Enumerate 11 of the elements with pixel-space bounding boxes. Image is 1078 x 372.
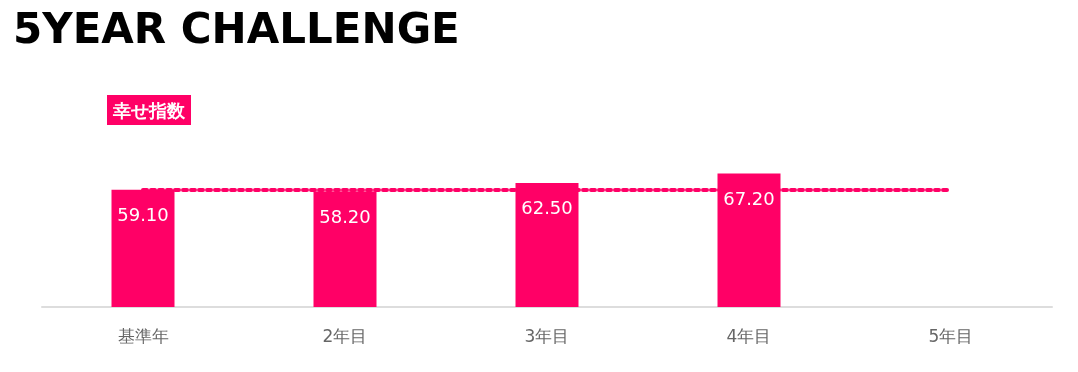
data-label: 58.20 bbox=[319, 205, 371, 227]
chart-title: 5YEAR CHALLENGE bbox=[13, 3, 460, 53]
x-tick-label: 基準年 bbox=[117, 325, 169, 346]
x-tick-label: 3年目 bbox=[524, 325, 570, 346]
x-tick-label: 4年目 bbox=[726, 325, 772, 346]
text: 幸せ指数 bbox=[112, 99, 186, 121]
data-label: 67.20 bbox=[723, 188, 775, 210]
x-tick-label: 2年目 bbox=[322, 325, 368, 346]
x-tick-label: 5年目 bbox=[928, 325, 974, 346]
data-label: 59.10 bbox=[117, 204, 169, 226]
data-label: 62.50 bbox=[521, 197, 573, 219]
